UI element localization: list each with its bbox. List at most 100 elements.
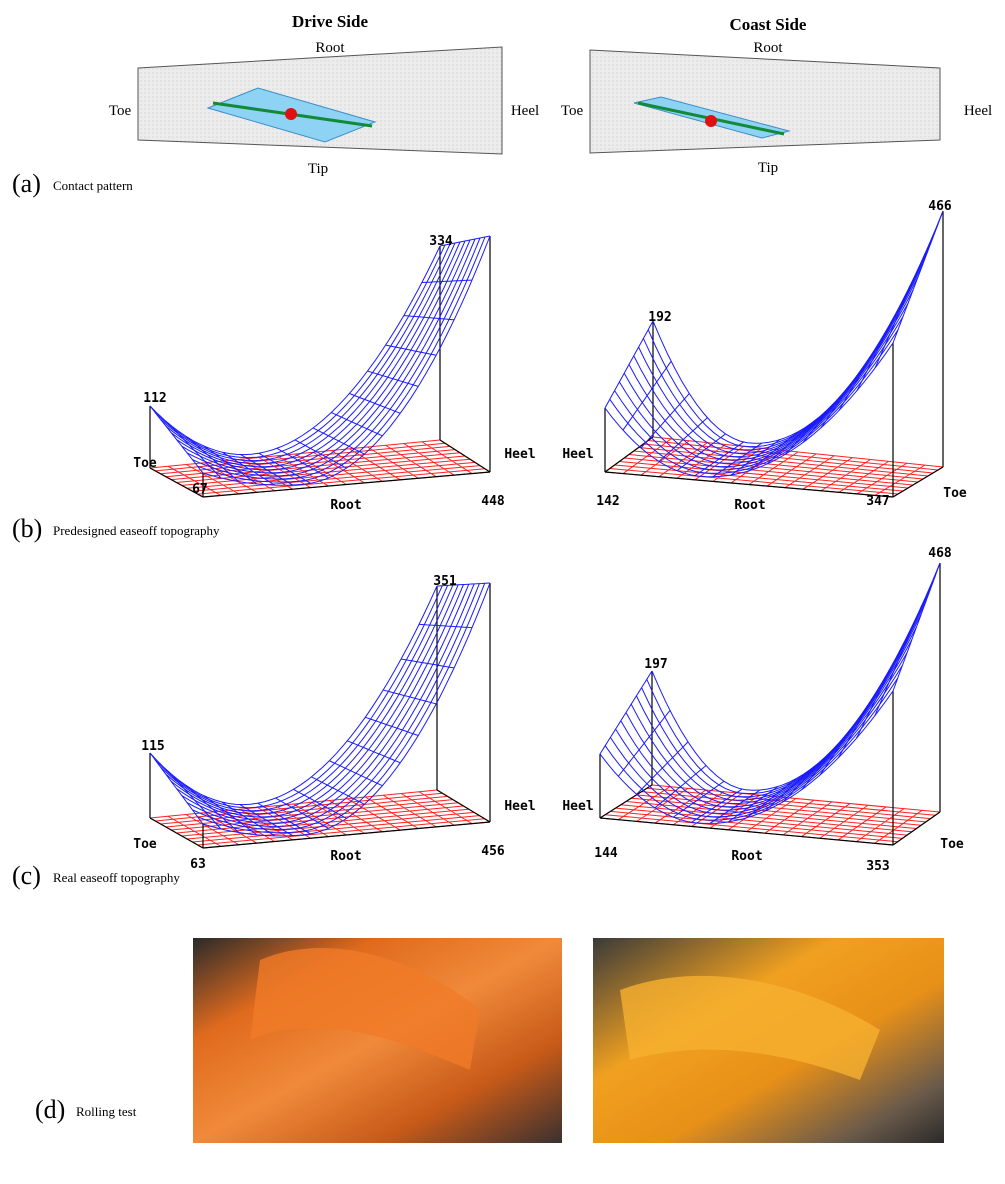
mesh-line: [154, 585, 443, 809]
floor-grid: [628, 454, 919, 483]
contact-point: [705, 115, 717, 127]
edge-label: Heel: [964, 103, 992, 119]
mesh-line: [181, 584, 470, 824]
mesh-line: [160, 243, 451, 462]
box-edge: [202, 471, 491, 498]
axis-label: 456: [481, 844, 505, 859]
axis-label: 112: [143, 391, 166, 406]
mesh-line: [609, 665, 903, 818]
floor-grid: [625, 801, 917, 829]
box-edge: [202, 821, 491, 849]
edge-label: Tip: [758, 160, 778, 176]
floor-grid: [192, 465, 481, 492]
axis-label: Toe: [940, 837, 964, 852]
mesh-line: [197, 236, 486, 483]
mesh-line: [192, 237, 481, 480]
floor-grid: [192, 815, 480, 843]
box-edge: [149, 467, 204, 498]
floor-grid: [651, 784, 941, 813]
floor-grid: [155, 442, 446, 472]
floor-grid: [646, 787, 936, 816]
mesh-line: [620, 639, 913, 811]
axis-label: 67: [192, 482, 208, 497]
mesh-line: [181, 239, 471, 474]
axis-label: 351: [433, 574, 457, 589]
axis-label: 197: [644, 657, 667, 672]
axis-label: 353: [866, 859, 889, 874]
edge-label: Tip: [308, 161, 328, 177]
axis-label: 347: [866, 494, 889, 509]
floor-grid: [171, 802, 459, 831]
mesh-line: [170, 584, 459, 818]
axis-label: Toe: [133, 456, 157, 471]
floor-grid: [160, 445, 451, 475]
floor-grid: [176, 455, 466, 483]
floor-grid: [187, 461, 476, 489]
box-edge: [892, 811, 941, 846]
axis-label: Toe: [133, 837, 157, 852]
edge-label: Root: [315, 40, 345, 56]
axis-label: Heel: [562, 799, 593, 814]
mesh-line: [149, 245, 441, 456]
axis-label: 192: [648, 310, 671, 325]
axis-label: Heel: [504, 447, 535, 462]
panel-caption: Real easeoff topography: [53, 870, 180, 885]
floor-grid: [636, 794, 926, 823]
panel-caption: Predesigned easeoff topography: [53, 523, 220, 538]
box-edge: [892, 466, 944, 498]
panel-label: (b): [12, 514, 42, 543]
box-edge: [149, 817, 204, 849]
mesh-line: [197, 583, 486, 834]
axis-label: 448: [481, 494, 505, 509]
mesh-line: [202, 235, 491, 486]
mesh-line: [628, 276, 919, 461]
mesh-line: [651, 562, 941, 791]
edge-label: Root: [753, 40, 783, 56]
photo-detail: [620, 975, 880, 1080]
tooth-outline: [589, 49, 941, 154]
floor-grid: [633, 450, 924, 480]
floor-grid: [605, 814, 898, 843]
axis-label: 468: [928, 546, 952, 561]
floor-grid: [652, 436, 944, 468]
mesh-line: [609, 329, 899, 474]
floor-grid: [609, 468, 899, 495]
axis-label: 334: [429, 234, 453, 249]
floor-grid: [643, 443, 934, 474]
floor-grid: [149, 789, 438, 819]
mesh-line: [149, 585, 438, 806]
floor-grid: [160, 795, 448, 825]
floor-grid: [176, 805, 464, 834]
floor-grid: [197, 468, 486, 495]
axis-label: Heel: [562, 447, 593, 462]
panel-label: (d): [35, 1095, 65, 1124]
mesh-line: [202, 582, 491, 837]
mesh-line: [642, 237, 934, 451]
edge-label: Toe: [561, 103, 584, 119]
mesh-line: [186, 583, 475, 827]
mesh-line: [638, 250, 929, 454]
axis-label: Toe: [943, 486, 967, 501]
axis-label: Root: [330, 498, 361, 513]
floor-grid: [197, 818, 485, 846]
axis-label: 466: [928, 199, 952, 214]
mesh-line: [599, 690, 894, 824]
tooth-outline: [137, 46, 503, 155]
floor-grid: [641, 791, 931, 820]
edge-label: Heel: [511, 103, 539, 119]
floor-grid: [610, 810, 903, 839]
floor-grid: [638, 447, 929, 477]
floor-grid: [171, 452, 461, 481]
mesh-line: [652, 210, 944, 444]
mesh-line: [630, 613, 922, 805]
panel-label: (c): [12, 861, 41, 890]
floor-grid: [631, 797, 922, 826]
box-edge: [439, 439, 491, 473]
floor-grid: [614, 464, 904, 492]
mesh-line: [176, 240, 466, 471]
mesh-line: [615, 652, 908, 814]
mesh-line: [154, 244, 446, 459]
mesh-line: [641, 588, 932, 798]
floor-grid: [181, 808, 469, 837]
